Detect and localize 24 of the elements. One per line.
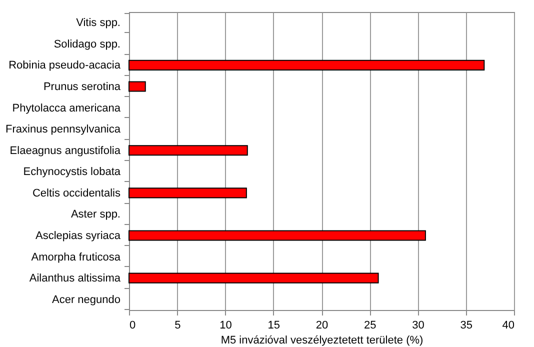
y-tick-label: Acer negundo	[52, 294, 120, 306]
y-tick-label: Aster spp.	[70, 208, 120, 221]
y-tick-label: Amorpha fruticosa	[31, 251, 122, 264]
y-tick-label: Asclepias syriaca	[36, 230, 122, 242]
x-tick-label: 15	[268, 320, 280, 332]
x-tick-label: 10	[220, 320, 232, 332]
x-axis-title: M5 invázióval veszélyeztetett területe (%)	[220, 334, 424, 346]
y-tick-label: Robinia pseudo-acacia	[8, 60, 122, 72]
x-tick-label: 30	[412, 320, 424, 332]
x-tick-label: 40	[502, 320, 514, 332]
y-tick-label: Celtis occidentalis	[32, 187, 121, 200]
x-tick-label: 25	[364, 320, 376, 332]
y-tick-label: Echynocystis lobata	[23, 166, 122, 178]
x-tick-label: 20	[316, 320, 328, 332]
x-tick-label: 5	[174, 320, 181, 332]
x-tick-label: 0	[130, 320, 136, 332]
y-tick-label: Elaeagnus angustifolia	[10, 144, 122, 157]
y-tick-label: Phytolacca americana	[12, 102, 122, 114]
y-tick-label: Ailanthus altissima	[29, 272, 122, 285]
y-tick-label: Solidago spp.	[54, 38, 120, 50]
y-tick-label: Fraxinus pennsylvanica	[6, 124, 122, 136]
x-tick-label: 35	[460, 320, 472, 332]
y-tick-label: Prunus serotina	[43, 81, 122, 93]
y-tick-label: Vitis spp.	[76, 17, 120, 30]
